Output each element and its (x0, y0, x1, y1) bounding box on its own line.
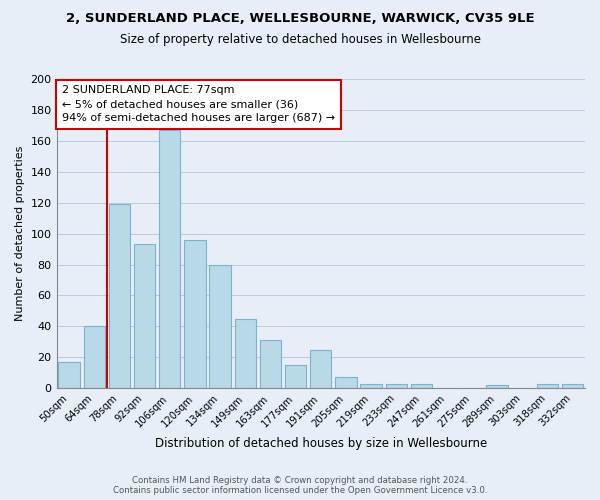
Text: Contains HM Land Registry data © Crown copyright and database right 2024.: Contains HM Land Registry data © Crown c… (132, 476, 468, 485)
Y-axis label: Number of detached properties: Number of detached properties (15, 146, 25, 322)
Bar (411, 384, 432, 388)
Bar (361, 384, 382, 388)
Bar (184, 240, 206, 388)
Text: Contains public sector information licensed under the Open Government Licence v3: Contains public sector information licen… (113, 486, 487, 495)
Bar (310, 350, 331, 388)
X-axis label: Distribution of detached houses by size in Wellesbourne: Distribution of detached houses by size … (155, 437, 487, 450)
Bar (83, 326, 105, 388)
Text: 2 SUNDERLAND PLACE: 77sqm
← 5% of detached houses are smaller (36)
94% of semi-d: 2 SUNDERLAND PLACE: 77sqm ← 5% of detach… (62, 85, 335, 123)
Text: 2, SUNDERLAND PLACE, WELLESBOURNE, WARWICK, CV35 9LE: 2, SUNDERLAND PLACE, WELLESBOURNE, WARWI… (65, 12, 535, 26)
Bar (486, 385, 508, 388)
Bar (109, 204, 130, 388)
Bar (285, 365, 307, 388)
Bar (386, 384, 407, 388)
Bar (134, 244, 155, 388)
Bar (209, 264, 231, 388)
Bar (235, 318, 256, 388)
Bar (536, 384, 558, 388)
Bar (562, 384, 583, 388)
Text: Size of property relative to detached houses in Wellesbourne: Size of property relative to detached ho… (119, 32, 481, 46)
Bar (260, 340, 281, 388)
Bar (335, 378, 356, 388)
Bar (159, 130, 181, 388)
Bar (58, 362, 80, 388)
